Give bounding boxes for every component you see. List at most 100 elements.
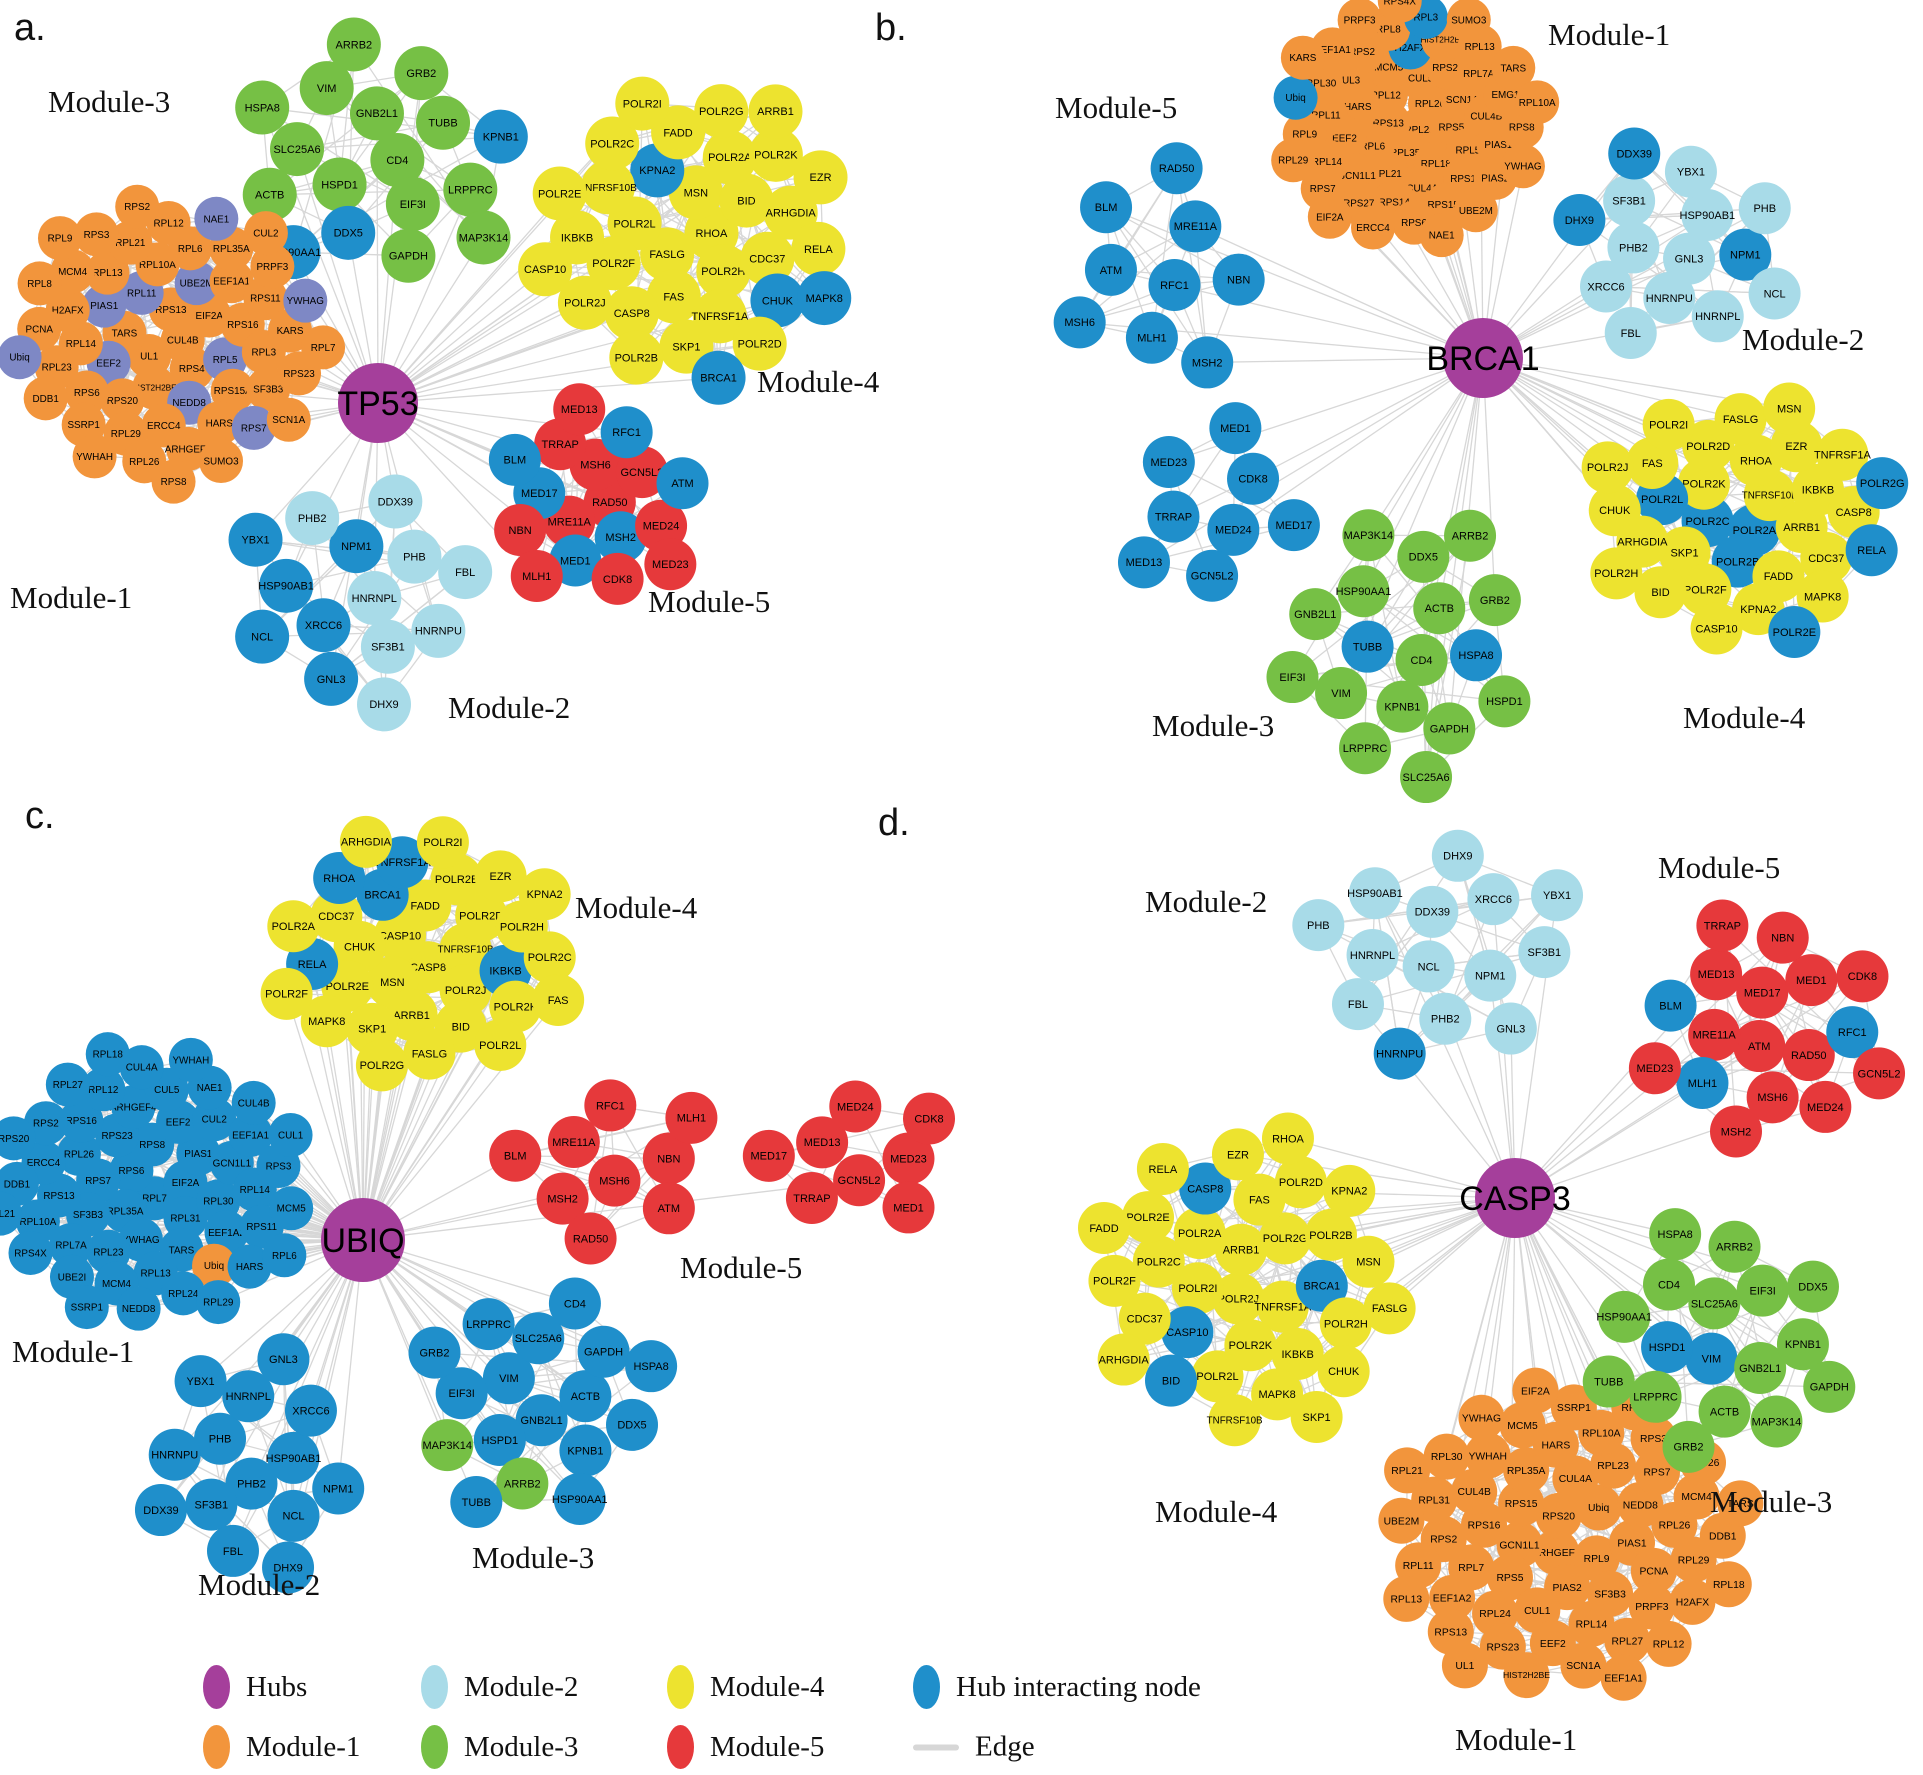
- node-RAD50[interactable]: RAD50: [1150, 142, 1203, 195]
- node-PIAS1[interactable]: PIAS1: [176, 1131, 221, 1176]
- node-NPM1[interactable]: NPM1: [329, 519, 384, 574]
- node-POLR2E[interactable]: POLR2E: [532, 166, 587, 221]
- node-SSRP1[interactable]: SSRP1: [1550, 1384, 1597, 1431]
- node-GNL3[interactable]: GNL3: [1484, 1002, 1537, 1055]
- node-MSH2[interactable]: MSH2: [536, 1172, 589, 1225]
- node-HNRNPU[interactable]: HNRNPU: [1373, 1027, 1426, 1080]
- node-GNB2L1[interactable]: GNB2L1: [1289, 588, 1342, 641]
- node-DDX39[interactable]: DDX39: [1406, 885, 1459, 938]
- node-RPS7[interactable]: RPS7: [231, 405, 276, 450]
- node-POLR2F[interactable]: POLR2F: [260, 967, 313, 1020]
- node-POLR2I[interactable]: POLR2I: [615, 76, 670, 131]
- node-LRPPRC[interactable]: LRPPRC: [1339, 722, 1392, 775]
- hub-node-tp53[interactable]: TP53: [337, 363, 419, 443]
- node-FBL[interactable]: FBL: [1331, 978, 1384, 1031]
- node-HSP90AB1[interactable]: HSP90AB1: [266, 1431, 322, 1484]
- node-MLH1[interactable]: MLH1: [510, 550, 563, 603]
- node-RPL12[interactable]: RPL12: [1645, 1620, 1692, 1667]
- node-EIF3I[interactable]: EIF3I: [435, 1367, 488, 1420]
- node-ACTB[interactable]: ACTB: [559, 1370, 612, 1423]
- node-CD4[interactable]: CD4: [1643, 1258, 1696, 1311]
- hub-node-casp3[interactable]: CASP3: [1459, 1158, 1571, 1238]
- node-GAPDH[interactable]: GAPDH: [1803, 1360, 1856, 1413]
- node-RFC1[interactable]: RFC1: [584, 1079, 637, 1132]
- node-HSPA8[interactable]: HSPA8: [235, 80, 290, 135]
- node-FASLG[interactable]: FASLG: [1714, 393, 1767, 446]
- node-CHUK[interactable]: CHUK: [1588, 484, 1641, 537]
- node-PHB2[interactable]: PHB2: [225, 1457, 278, 1510]
- node-POLR2G[interactable]: POLR2G: [1856, 457, 1909, 510]
- node-FASLG[interactable]: FASLG: [403, 1027, 456, 1080]
- node-RFC1[interactable]: RFC1: [1148, 259, 1201, 312]
- node-ARRB2[interactable]: ARRB2: [326, 17, 381, 72]
- node-ARRB1[interactable]: ARRB1: [748, 84, 803, 139]
- node-GCN5L2[interactable]: GCN5L2: [615, 446, 668, 499]
- node-BLM[interactable]: BLM: [489, 1129, 542, 1182]
- node-GAPDH[interactable]: GAPDH: [381, 228, 436, 283]
- node-MSN[interactable]: MSN: [1342, 1235, 1395, 1288]
- node-RPL7A[interactable]: RPL7A: [49, 1223, 94, 1268]
- node-TRRAP[interactable]: TRRAP: [1696, 899, 1749, 952]
- node-NAE1[interactable]: NAE1: [194, 196, 239, 241]
- node-NCL[interactable]: NCL: [267, 1489, 320, 1542]
- node-ACTB[interactable]: ACTB: [1698, 1385, 1751, 1438]
- node-EIF2A[interactable]: EIF2A: [1512, 1367, 1559, 1414]
- node-GCN5L2[interactable]: GCN5L2: [833, 1154, 886, 1207]
- node-YBX1[interactable]: YBX1: [1531, 869, 1584, 922]
- node-GCN5L2[interactable]: GCN5L2: [1853, 1047, 1906, 1100]
- node-EZR[interactable]: EZR: [474, 850, 527, 903]
- node-GCN5L2[interactable]: GCN5L2: [1186, 549, 1239, 602]
- node-EIF2A[interactable]: EIF2A: [1307, 194, 1352, 239]
- node-PIAS1[interactable]: PIAS1: [82, 283, 127, 328]
- node-RPL29[interactable]: RPL29: [1271, 138, 1316, 183]
- node-RPL18[interactable]: RPL18: [1705, 1561, 1752, 1608]
- node-LRPPRC[interactable]: LRPPRC: [1629, 1370, 1682, 1423]
- node-KARS[interactable]: KARS: [1280, 35, 1325, 80]
- node-FBL[interactable]: FBL: [438, 545, 493, 600]
- node-SF3B1[interactable]: SF3B1: [185, 1478, 238, 1531]
- node-HNRNPU[interactable]: HNRNPU: [411, 603, 466, 658]
- node-DHX9[interactable]: DHX9: [357, 677, 412, 732]
- node-NEDD8[interactable]: NEDD8: [116, 1286, 161, 1331]
- node-MED13[interactable]: MED13: [796, 1116, 849, 1169]
- node-EEF1A1[interactable]: EEF1A1: [209, 259, 254, 304]
- node-HNRNPL[interactable]: HNRNPL: [347, 571, 402, 625]
- node-CASP10[interactable]: CASP10: [1690, 602, 1743, 655]
- node-KPNB1[interactable]: KPNB1: [1376, 680, 1429, 733]
- node-FADD[interactable]: FADD: [651, 105, 706, 160]
- node-MED1[interactable]: MED1: [1785, 954, 1838, 1007]
- node-EEF1A2[interactable]: EEF1A2: [1429, 1574, 1476, 1621]
- node-Ubiq[interactable]: Ubiq: [192, 1243, 237, 1288]
- node-DHX9[interactable]: DHX9: [1431, 829, 1484, 882]
- node-DDX5[interactable]: DDX5: [606, 1398, 659, 1451]
- node-HARS[interactable]: HARS: [1532, 1421, 1579, 1468]
- node-RPL21[interactable]: RPL21: [108, 220, 153, 265]
- node-ARHGEF4[interactable]: ARHGEF4: [1532, 1529, 1581, 1576]
- node-PHB[interactable]: PHB: [387, 529, 442, 584]
- node-TARS[interactable]: TARS: [1717, 1480, 1764, 1527]
- node-TNFRSF1A[interactable]: TNFRSF1A: [1814, 428, 1872, 481]
- node-ACTB[interactable]: ACTB: [242, 167, 297, 222]
- node-NCL[interactable]: NCL: [1748, 267, 1801, 320]
- node-RPS20[interactable]: RPS20: [0, 1116, 36, 1161]
- node-YBX1[interactable]: YBX1: [1664, 145, 1717, 198]
- node-CDK8[interactable]: CDK8: [1227, 452, 1280, 505]
- node-EIF3I[interactable]: EIF3I: [1266, 651, 1319, 704]
- node-RPL12[interactable]: RPL12: [81, 1067, 126, 1112]
- node-CUL4B[interactable]: CUL4B: [231, 1080, 276, 1125]
- node-SCN1A[interactable]: SCN1A: [1560, 1642, 1607, 1689]
- node-DDX5[interactable]: DDX5: [1397, 530, 1450, 583]
- node-LRPPRC[interactable]: LRPPRC: [443, 162, 498, 217]
- node-CASP8[interactable]: CASP8: [1179, 1162, 1232, 1215]
- node-EZR[interactable]: EZR: [1211, 1128, 1264, 1181]
- node-TNFRSF10B[interactable]: TNFRSF10B: [579, 160, 637, 215]
- node-RAD50[interactable]: RAD50: [1782, 1029, 1835, 1082]
- node-MED13[interactable]: MED13: [1117, 536, 1170, 589]
- node-CDK8[interactable]: CDK8: [591, 552, 644, 605]
- node-RPL14[interactable]: RPL14: [1568, 1600, 1615, 1647]
- node-ARRB2[interactable]: ARRB2: [1708, 1220, 1761, 1273]
- node-CASP10[interactable]: CASP10: [518, 242, 573, 297]
- node-MED24[interactable]: MED24: [1799, 1080, 1852, 1133]
- node-LRPPRC[interactable]: LRPPRC: [462, 1298, 515, 1351]
- node-EEF1A1[interactable]: EEF1A1: [1600, 1654, 1647, 1701]
